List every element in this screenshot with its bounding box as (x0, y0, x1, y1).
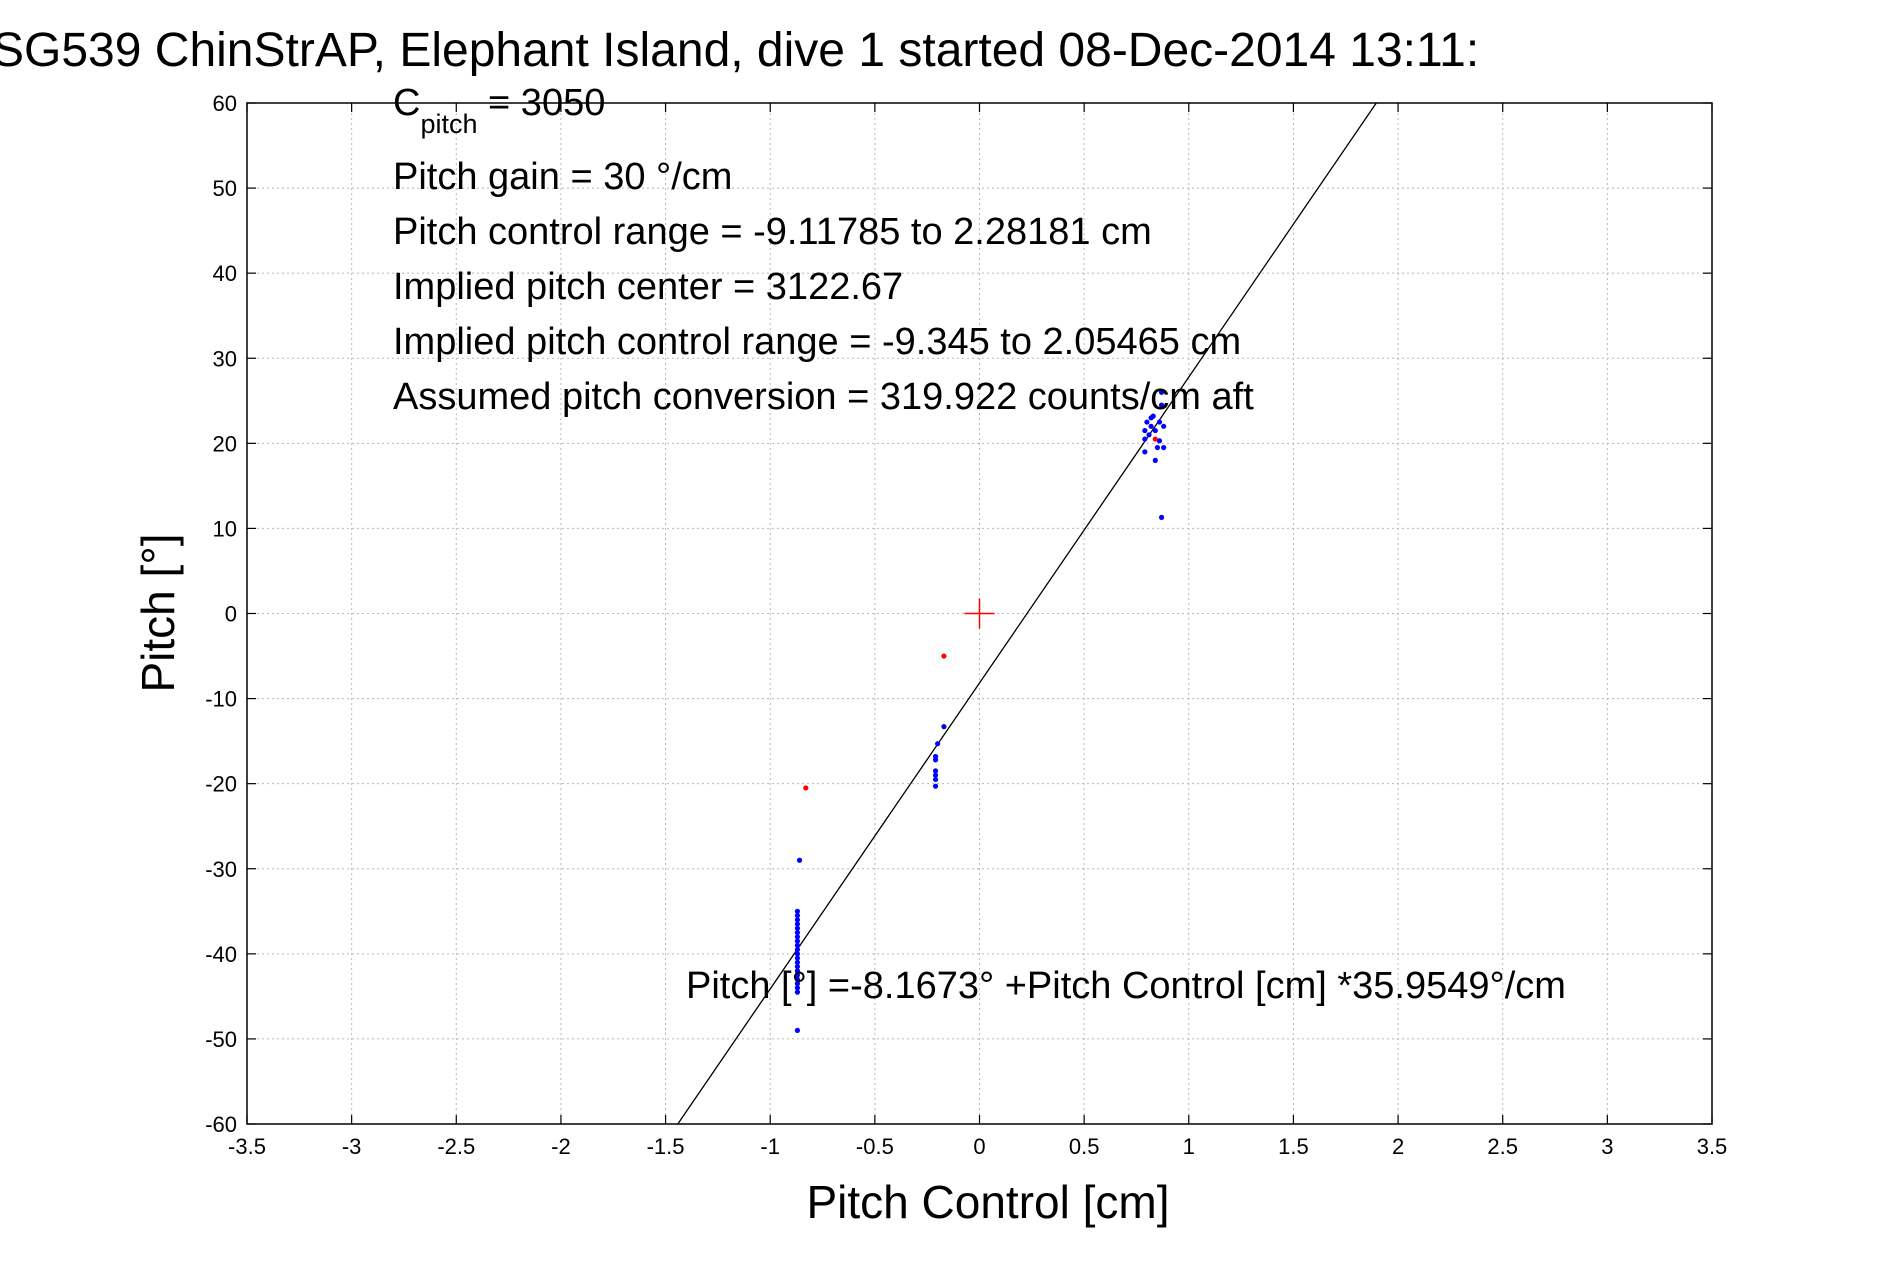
data-point (794, 934, 801, 940)
y-tick-label: -30 (205, 857, 237, 882)
data-points (794, 389, 1167, 1034)
annotation-pitch-gain: Pitch gain = 30 °/cm (393, 156, 732, 198)
y-tick-label: 50 (213, 176, 237, 201)
x-tick-label: 2.5 (1487, 1134, 1518, 1159)
data-point (1148, 423, 1154, 429)
data-point (794, 929, 801, 936)
data-point (1156, 419, 1163, 425)
x-tick-label: 0 (973, 1134, 985, 1159)
data-point (1158, 402, 1165, 408)
y-tick-label: 40 (213, 261, 237, 286)
data-point (1158, 389, 1165, 395)
data-point (794, 908, 801, 914)
annotation-block: Cpitch = 3050 Pitch gain = 30 °/cm Pitch… (393, 82, 1566, 1007)
x-tick-label: -1.5 (647, 1134, 685, 1159)
data-point (794, 955, 801, 961)
data-point (1144, 419, 1150, 425)
x-tick-label: 2 (1392, 1134, 1404, 1159)
data-point (794, 989, 801, 995)
data-point (932, 768, 939, 774)
data-point (796, 857, 803, 863)
fit-line (677, 102, 1377, 1125)
x-tick-label: -1 (760, 1134, 780, 1159)
data-point (932, 783, 939, 789)
data-point (794, 938, 801, 944)
y-tick-label: 10 (213, 516, 237, 541)
data-point (1152, 457, 1158, 463)
x-tick-label: 1 (1183, 1134, 1195, 1159)
data-point (932, 772, 939, 778)
annotation-c-pitch-value: = 3050 (478, 82, 606, 124)
annotation-c-pitch-subscript: pitch (420, 109, 477, 139)
y-tick-label: 0 (225, 602, 237, 627)
y-tick-label: -10 (205, 687, 237, 712)
x-tick-label: -2 (551, 1134, 571, 1159)
annotation-c-pitch-symbol: C (393, 82, 420, 124)
data-point (794, 963, 801, 970)
data-point (794, 951, 801, 957)
data-point (794, 925, 801, 931)
x-tick-label: 3.5 (1697, 1134, 1728, 1159)
x-axis-label: Pitch Control [cm] (807, 1176, 1170, 1228)
data-point (1161, 444, 1167, 451)
data-point (794, 917, 801, 923)
x-tick-label: -2.5 (437, 1134, 475, 1159)
y-tick-label: -20 (205, 772, 237, 797)
y-tick-label: -60 (205, 1112, 237, 1137)
data-point (1150, 413, 1156, 419)
y-tick-label: -50 (205, 1027, 237, 1052)
outlier-point (941, 653, 947, 659)
outlier-point (803, 785, 809, 791)
annotation-pitch-conversion: Assumed pitch conversion = 319.922 count… (393, 376, 1254, 418)
data-point (1154, 444, 1160, 451)
annotation-pitch-control-range: Pitch control range = -9.11785 to 2.2818… (393, 211, 1152, 253)
y-tick-label: 20 (213, 431, 237, 456)
data-point (794, 981, 801, 987)
data-point (794, 976, 801, 982)
y-tick-label: 30 (213, 346, 237, 371)
data-point (1152, 427, 1158, 434)
data-point (932, 757, 939, 763)
x-tick-label: 0.5 (1069, 1134, 1100, 1159)
x-tick-label: -3 (342, 1134, 362, 1159)
data-point (794, 1027, 801, 1034)
data-point (794, 968, 801, 974)
y-tick-label: -40 (205, 942, 237, 967)
y-tick-label: 60 (213, 91, 237, 116)
data-point (1156, 438, 1163, 444)
data-point (1142, 436, 1148, 442)
grid-lines (247, 103, 1712, 1124)
data-point (794, 921, 801, 927)
fit-line-group (677, 102, 1377, 1125)
data-point (1158, 514, 1165, 520)
data-point (794, 946, 801, 953)
axis-ticks: -3.5 -3 -2.5 -2 -1.5 -1 -0.5 0 0.5 1 1.5 2 2.5 3 3.5 -6… (205, 91, 1727, 1159)
x-tick-label: -0.5 (856, 1134, 894, 1159)
annotation-implied-control-range: Implied pitch control range = -9.345 to … (393, 321, 1241, 363)
data-point (794, 985, 801, 991)
data-point (1142, 427, 1148, 434)
outlier-point (1152, 436, 1158, 442)
data-point (794, 959, 801, 965)
data-point (1161, 423, 1167, 429)
annotation-c-pitch: Cpitch = 3050 (393, 82, 605, 139)
fit-equation-label: Pitch [°] =-8.1673° +Pitch Control [cm] … (686, 965, 1566, 1007)
x-tick-label: 1.5 (1278, 1134, 1309, 1159)
data-point (932, 776, 939, 783)
data-point (794, 912, 801, 919)
chart-title: SG539 ChinStrAP, Elephant Island, dive 1… (0, 24, 1479, 77)
data-point (794, 942, 801, 948)
data-point (1146, 432, 1152, 438)
data-point (1142, 449, 1148, 455)
x-tick-label: 3 (1601, 1134, 1613, 1159)
annotation-implied-pitch-center: Implied pitch center = 3122.67 (393, 266, 903, 308)
y-axis-label: Pitch [°] (132, 533, 184, 692)
data-point (941, 724, 947, 730)
x-tick-label: -3.5 (228, 1134, 266, 1159)
data-point (794, 972, 801, 978)
data-point (935, 741, 941, 747)
